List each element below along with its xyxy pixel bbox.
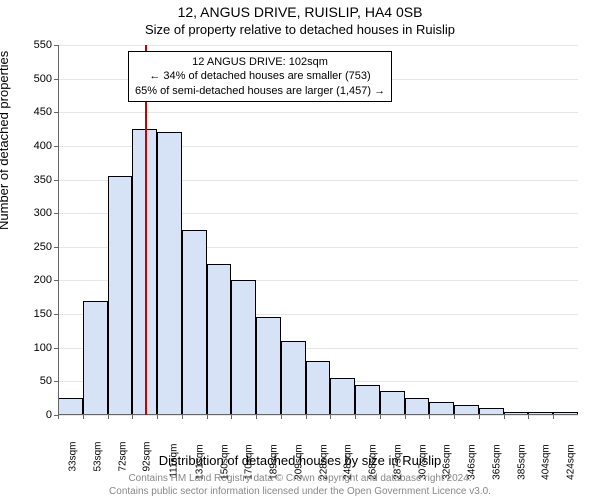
histogram-bar [157, 132, 182, 415]
footer: Contains HM Land Registry data © Crown c… [0, 473, 600, 498]
histogram-bar [108, 176, 133, 415]
x-axis-label: Distribution of detached houses by size … [0, 453, 600, 468]
x-tick [479, 415, 480, 419]
x-tick [504, 415, 505, 419]
y-tick-label: 250 [34, 241, 52, 253]
x-tick [306, 415, 307, 419]
y-tick-label: 100 [34, 342, 52, 354]
x-tick [380, 415, 381, 419]
x-tick [108, 415, 109, 419]
x-tick [83, 415, 84, 419]
histogram-bar [231, 280, 256, 415]
histogram-bar [405, 398, 430, 415]
annotation-line-1: 12 ANGUS DRIVE: 102sqm [135, 55, 385, 69]
x-tick [281, 415, 282, 419]
histogram-bar [207, 264, 232, 415]
histogram-bar [182, 230, 207, 415]
histogram-bar [355, 385, 380, 415]
histogram-bar [380, 391, 405, 415]
histogram-bar [281, 341, 306, 415]
histogram-bar [330, 378, 355, 415]
grid-line [58, 112, 578, 113]
histogram-bar [256, 317, 281, 415]
histogram-chart: 05010015020025030035040045050055033sqm53… [58, 45, 578, 415]
y-axis-line [58, 45, 59, 415]
x-tick [454, 415, 455, 419]
footer-line-2: Contains public sector information licen… [0, 486, 600, 499]
histogram-bar [83, 301, 108, 415]
x-tick [207, 415, 208, 419]
x-tick [132, 415, 133, 419]
y-axis-label: Number of detached properties [0, 51, 11, 230]
x-tick [355, 415, 356, 419]
histogram-bar [306, 361, 331, 415]
y-tick-label: 450 [34, 106, 52, 118]
x-tick [405, 415, 406, 419]
x-axis-line [58, 414, 578, 415]
y-tick-label: 50 [40, 375, 52, 387]
y-tick-label: 200 [34, 274, 52, 286]
x-tick [58, 415, 59, 419]
x-tick [182, 415, 183, 419]
y-tick-label: 0 [46, 409, 52, 421]
x-tick [330, 415, 331, 419]
x-tick [231, 415, 232, 419]
annotation-line-3: 65% of semi-detached houses are larger (… [135, 84, 385, 98]
y-tick-label: 300 [34, 207, 52, 219]
histogram-bar [58, 398, 83, 415]
x-tick [256, 415, 257, 419]
x-tick [429, 415, 430, 419]
footer-line-1: Contains HM Land Registry data © Crown c… [0, 473, 600, 486]
y-tick-label: 350 [34, 174, 52, 186]
grid-line [58, 415, 578, 416]
y-tick-label: 500 [34, 73, 52, 85]
x-tick [553, 415, 554, 419]
x-tick [157, 415, 158, 419]
x-tick [528, 415, 529, 419]
annotation-line-2: ← 34% of detached houses are smaller (75… [135, 69, 385, 83]
annotation-box: 12 ANGUS DRIVE: 102sqm ← 34% of detached… [128, 51, 392, 102]
y-tick-label: 150 [34, 308, 52, 320]
page-title: 12, ANGUS DRIVE, RUISLIP, HA4 0SB [0, 4, 600, 20]
grid-line [58, 45, 578, 46]
y-tick-label: 550 [34, 39, 52, 51]
histogram-bar [429, 402, 454, 415]
page-subtitle: Size of property relative to detached ho… [0, 22, 600, 37]
y-tick-label: 400 [34, 140, 52, 152]
